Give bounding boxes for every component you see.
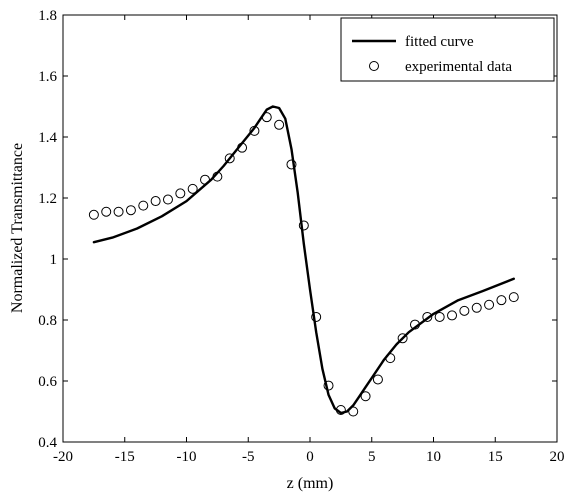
experimental-data-point: [434, 311, 445, 322]
experimental-data-point: [348, 406, 359, 417]
legend-marker-sample: [369, 61, 379, 71]
x-tick-label: 0: [306, 449, 314, 465]
plot-frame: [62, 14, 558, 443]
y-tick-label: 1: [50, 252, 58, 268]
experimental-data-point: [175, 188, 186, 199]
x-tick-label: -20: [53, 449, 73, 465]
y-tick-label: 0.4: [38, 435, 57, 451]
experimental-data-point: [508, 292, 519, 303]
x-tick-label: 5: [368, 449, 376, 465]
experimental-data-point: [422, 311, 433, 322]
experimental-data-point: [274, 119, 285, 130]
x-tick-label: 10: [426, 449, 441, 465]
experimental-data-point: [286, 159, 297, 170]
y-tick-label: 1.8: [38, 8, 57, 24]
x-axis-title: z (mm): [287, 475, 334, 492]
experimental-data-point: [249, 125, 260, 136]
experimental-data-point: [484, 299, 495, 310]
experimental-data-point: [125, 205, 136, 216]
y-tick-label: 1.2: [38, 191, 57, 207]
y-tick-label: 1.4: [38, 130, 57, 146]
y-tick-label: 0.6: [38, 374, 57, 390]
experimental-data-point: [385, 353, 396, 364]
experimental-data-point: [101, 206, 112, 217]
experimental-data-point: [311, 311, 322, 322]
experimental-data-point: [335, 404, 346, 415]
y-axis: 0.4 0.6 0.8 1 1.2 1.4 1.6 1.8: [38, 8, 557, 451]
experimental-data-point: [162, 194, 173, 205]
experimental-data-point: [447, 310, 458, 321]
experimental-data-point: [237, 142, 248, 153]
experimental-data-point: [360, 391, 371, 402]
x-axis: -20 -15 -10 -5 0 5 10 15 20: [53, 15, 565, 465]
experimental-data-point: [150, 196, 161, 207]
x-tick-label: -10: [177, 449, 197, 465]
experimental-data-point: [224, 153, 235, 164]
experimental-data-point: [138, 200, 149, 211]
experimental-data-point: [187, 183, 198, 194]
y-tick-label: 0.8: [38, 313, 57, 329]
x-tick-label: -15: [115, 449, 135, 465]
experimental-data-point: [397, 333, 408, 344]
experimental-data-point: [298, 220, 309, 231]
y-axis-title: Normalized Transmittance: [9, 143, 26, 313]
legend-label-experimental-data: experimental data: [405, 59, 512, 75]
experimental-data-point: [496, 295, 507, 306]
experimental-data-point: [212, 171, 223, 182]
experimental-data-point: [459, 305, 470, 316]
y-tick-label: 1.6: [38, 69, 57, 85]
legend: fitted curve experimental data: [340, 17, 555, 82]
experimental-data-point: [409, 319, 420, 330]
experimental-data-point: [88, 209, 99, 220]
x-tick-label: 20: [550, 449, 565, 465]
x-tick-label: -5: [242, 449, 255, 465]
legend-label-fitted-curve: fitted curve: [405, 34, 474, 50]
experimental-data-point: [471, 302, 482, 313]
x-tick-label: 15: [488, 449, 503, 465]
experimental-data-point: [113, 206, 124, 217]
experimental-data-point: [261, 112, 272, 123]
legend-box: [340, 17, 555, 82]
experimental-data-point: [323, 380, 334, 391]
experimental-data-point: [372, 374, 383, 385]
experimental-data-point: [200, 174, 211, 185]
series-layer: [88, 105, 519, 417]
